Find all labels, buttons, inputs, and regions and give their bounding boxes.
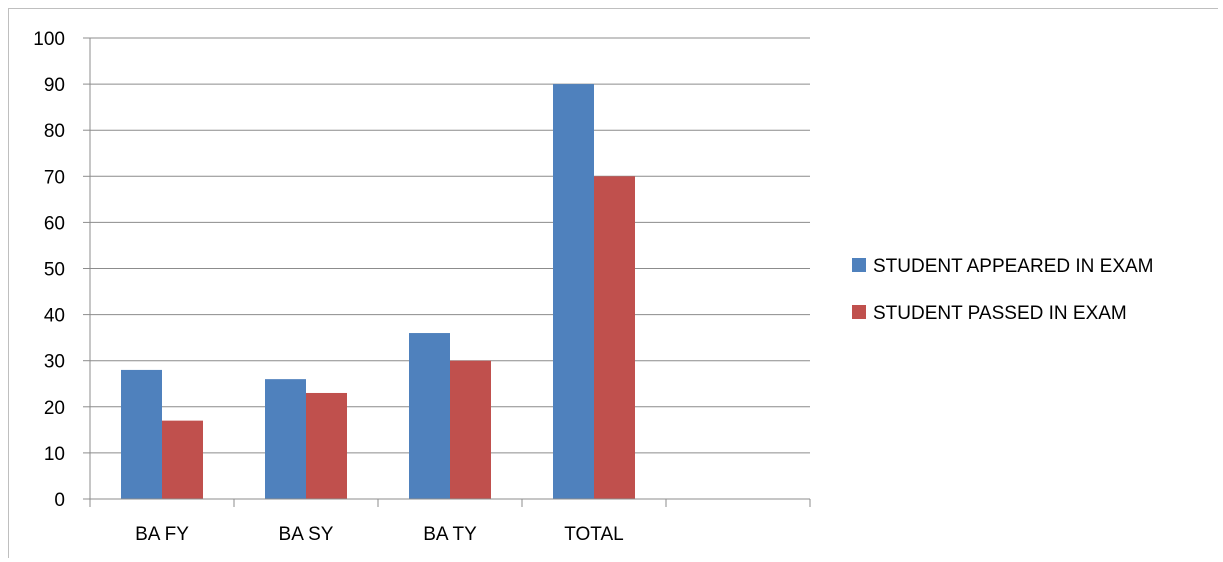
- x-tick-label: TOTAL: [564, 524, 623, 545]
- bar-appeared-ba-sy: [265, 379, 306, 499]
- y-tick-label: 100: [33, 29, 65, 50]
- bar-passed-total: [594, 176, 635, 500]
- bar-appeared-total: [553, 84, 594, 499]
- y-tick-label: 60: [44, 213, 65, 234]
- y-tick-label: 30: [44, 352, 65, 373]
- y-tick-label: 70: [44, 167, 65, 188]
- bar-passed-ba-fy: [162, 420, 203, 499]
- x-tick-label: BA SY: [279, 524, 334, 545]
- x-tick-label: BA TY: [423, 524, 477, 545]
- chart-frame: [8, 8, 1218, 558]
- legend-swatch: [852, 305, 866, 319]
- legend-entry-label: STUDENT APPEARED IN EXAM: [873, 256, 1154, 277]
- bar-passed-ba-sy: [306, 392, 347, 499]
- y-tick-label: 80: [44, 121, 65, 142]
- legend-entry-label: STUDENT PASSED IN EXAM: [873, 303, 1127, 324]
- x-tick-label: BA FY: [135, 524, 189, 545]
- y-axis-tick-labels: 0 10 20 30 40 50 60 70 80 90 100: [33, 29, 65, 511]
- bar-appeared-ba-ty: [409, 333, 450, 499]
- bar-appeared-ba-fy: [121, 369, 162, 499]
- x-axis-tick-labels: BA FY BA SY BA TY TOTAL: [135, 524, 624, 545]
- legend: STUDENT APPEARED IN EXAM STUDENT PASSED I…: [852, 256, 1154, 324]
- y-tick-label: 0: [54, 490, 65, 511]
- legend-swatch: [852, 258, 866, 272]
- y-tick-label: 20: [44, 398, 65, 419]
- y-tick-label: 40: [44, 306, 65, 327]
- axes: [83, 37, 811, 507]
- y-tick-label: 90: [44, 75, 65, 96]
- bar-passed-ba-ty: [450, 360, 491, 499]
- bars: [121, 84, 635, 500]
- y-tick-label: 10: [44, 444, 65, 465]
- y-tick-label: 50: [44, 260, 65, 281]
